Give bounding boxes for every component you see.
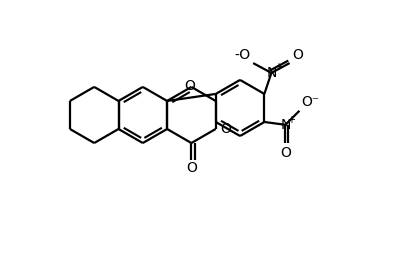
Text: O⁻: O⁻ [301,95,319,109]
Text: O: O [186,161,197,175]
Text: O: O [280,146,291,160]
Text: O: O [292,48,303,62]
Text: O: O [221,122,232,136]
Text: +: + [287,115,295,125]
Text: -O: -O [234,48,250,62]
Text: +: + [274,62,282,72]
Text: N: N [280,118,291,132]
Text: N: N [266,66,276,80]
Text: O: O [185,79,196,93]
